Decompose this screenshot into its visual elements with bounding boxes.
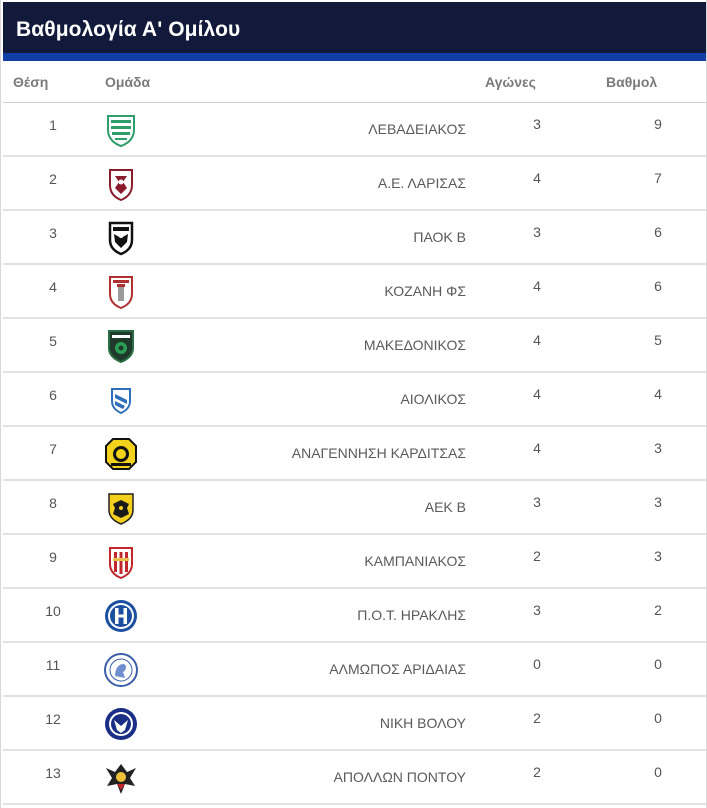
row-position: 5 — [49, 333, 57, 349]
row-points: 3 — [654, 494, 662, 510]
row-points: 9 — [654, 116, 662, 132]
row-points: 3 — [654, 440, 662, 456]
table-row[interactable]: 3 ΠΑΟΚ Β 3 6 — [3, 211, 706, 265]
row-games: 0 — [533, 656, 541, 672]
header-position[interactable]: Θέση — [13, 74, 49, 90]
row-points: 6 — [654, 278, 662, 294]
row-points: 5 — [654, 332, 662, 348]
row-position: 8 — [49, 495, 57, 511]
anagennisi-karditsas-crest-icon[interactable] — [103, 436, 139, 472]
row-points: 0 — [654, 710, 662, 726]
row-position: 9 — [49, 549, 57, 565]
table-row[interactable]: 1 ΛΕΒΑΔΕΙΑΚΟΣ 3 9 — [3, 103, 706, 157]
row-games: 4 — [533, 170, 541, 186]
niki-volou-crest-icon[interactable] — [103, 706, 139, 742]
row-position: 11 — [45, 657, 61, 673]
row-points: 0 — [654, 656, 662, 672]
row-games: 4 — [533, 278, 541, 294]
row-points: 7 — [654, 170, 662, 186]
row-team-name[interactable]: ΚΟΖΑΝΗ ΦΣ — [384, 283, 466, 299]
row-games: 2 — [533, 548, 541, 564]
row-team-name[interactable]: ΛΕΒΑΔΕΙΑΚΟΣ — [368, 121, 466, 137]
row-team-name[interactable]: Π.Ο.Τ. ΗΡΑΚΛΗΣ — [357, 607, 466, 623]
row-team-name[interactable]: ΝΙΚΗ ΒΟΛΟΥ — [379, 715, 466, 731]
aek-crest-icon[interactable] — [103, 490, 139, 526]
table-header: Θέση Ομάδα Αγώνες Βαθμολ — [3, 61, 706, 103]
kampaniakos-crest-icon[interactable] — [103, 544, 139, 580]
table-row[interactable]: 11 ΑΛΜΩΠΟΣ ΑΡΙΔΑΙΑΣ 0 0 — [3, 643, 706, 697]
table-row[interactable]: 10 Π.Ο.Τ. ΗΡΑΚΛΗΣ 3 2 — [3, 589, 706, 643]
ael-larisa-crest-icon[interactable] — [103, 166, 139, 202]
row-position: 13 — [45, 765, 61, 781]
iraklis-crest-icon[interactable] — [103, 598, 139, 634]
row-position: 6 — [49, 387, 57, 403]
standings-table-body: 1 ΛΕΒΑΔΕΙΑΚΟΣ 3 9 2 Α.Ε. ΛΑΡΙΣΑΣ 4 7 3 Π… — [3, 103, 706, 805]
row-team-name[interactable]: ΜΑΚΕΔΟΝΙΚΟΣ — [363, 337, 466, 353]
row-team-name[interactable]: ΑΝΑΓΕΝΝΗΣΗ ΚΑΡΔΙΤΣΑΣ — [291, 445, 466, 461]
row-games: 2 — [533, 710, 541, 726]
row-games: 3 — [533, 224, 541, 240]
table-row[interactable]: 13 ΑΠΟΛΛΩΝ ΠΟΝΤΟΥ 2 0 — [3, 751, 706, 805]
table-row[interactable]: 4 ΚΟΖΑΝΗ ΦΣ 4 6 — [3, 265, 706, 319]
row-games: 2 — [533, 764, 541, 780]
row-points: 3 — [654, 548, 662, 564]
table-row[interactable]: 5 ΜΑΚΕΔΟΝΙΚΟΣ 4 5 — [3, 319, 706, 373]
row-team-name[interactable]: ΑΕΚ Β — [424, 499, 466, 515]
row-games: 3 — [533, 116, 541, 132]
row-points: 4 — [654, 386, 662, 402]
kozani-crest-icon[interactable] — [103, 274, 139, 310]
row-games: 4 — [533, 440, 541, 456]
row-team-name[interactable]: ΚΑΜΠΑΝΙΑΚΟΣ — [364, 553, 466, 569]
row-points: 0 — [654, 764, 662, 780]
row-team-name[interactable]: ΑΠΟΛΛΩΝ ΠΟΝΤΟΥ — [333, 769, 466, 785]
table-row[interactable]: 2 Α.Ε. ΛΑΡΙΣΑΣ 4 7 — [3, 157, 706, 211]
row-team-name[interactable]: ΑΙΟΛΙΚΟΣ — [400, 391, 466, 407]
row-position: 2 — [49, 171, 57, 187]
apollon-pontou-crest-icon[interactable] — [103, 760, 139, 796]
table-row[interactable]: 8 ΑΕΚ Β 3 3 — [3, 481, 706, 535]
row-team-name[interactable]: Α.Ε. ΛΑΡΙΣΑΣ — [377, 175, 466, 191]
row-games: 3 — [533, 494, 541, 510]
row-position: 7 — [49, 441, 57, 457]
row-team-name[interactable]: ΑΛΜΩΠΟΣ ΑΡΙΔΑΙΑΣ — [329, 661, 466, 677]
row-position: 1 — [49, 117, 57, 133]
aiolikos-crest-icon[interactable] — [103, 382, 139, 418]
makedonikos-crest-icon[interactable] — [103, 328, 139, 364]
levadeiakos-crest-icon[interactable] — [103, 112, 139, 148]
row-games: 3 — [533, 602, 541, 618]
title-accent-stripe — [3, 53, 706, 61]
row-games: 4 — [533, 332, 541, 348]
table-row[interactable]: 7 ΑΝΑΓΕΝΝΗΣΗ ΚΑΡΔΙΤΣΑΣ 4 3 — [3, 427, 706, 481]
row-position: 10 — [45, 603, 61, 619]
header-games[interactable]: Αγώνες — [485, 74, 536, 90]
almopos-crest-icon[interactable] — [103, 652, 139, 688]
row-points: 2 — [654, 602, 662, 618]
row-games: 4 — [533, 386, 541, 402]
row-position: 4 — [49, 279, 57, 295]
table-row[interactable]: 6 ΑΙΟΛΙΚΟΣ 4 4 — [3, 373, 706, 427]
table-row[interactable]: 12 ΝΙΚΗ ΒΟΛΟΥ 2 0 — [3, 697, 706, 751]
row-position: 12 — [45, 711, 61, 727]
row-points: 6 — [654, 224, 662, 240]
page-title: Βαθμολογία Α' Ομίλου — [16, 18, 241, 41]
table-row[interactable]: 9 ΚΑΜΠΑΝΙΑΚΟΣ 2 3 — [3, 535, 706, 589]
header-team[interactable]: Ομάδα — [105, 74, 151, 90]
paok-crest-icon[interactable] — [103, 220, 139, 256]
header-points[interactable]: Βαθμολ — [606, 74, 658, 90]
row-team-name[interactable]: ΠΑΟΚ Β — [413, 229, 466, 245]
title-bar: Βαθμολογία Α' Ομίλου — [3, 2, 706, 55]
row-position: 3 — [49, 225, 57, 241]
